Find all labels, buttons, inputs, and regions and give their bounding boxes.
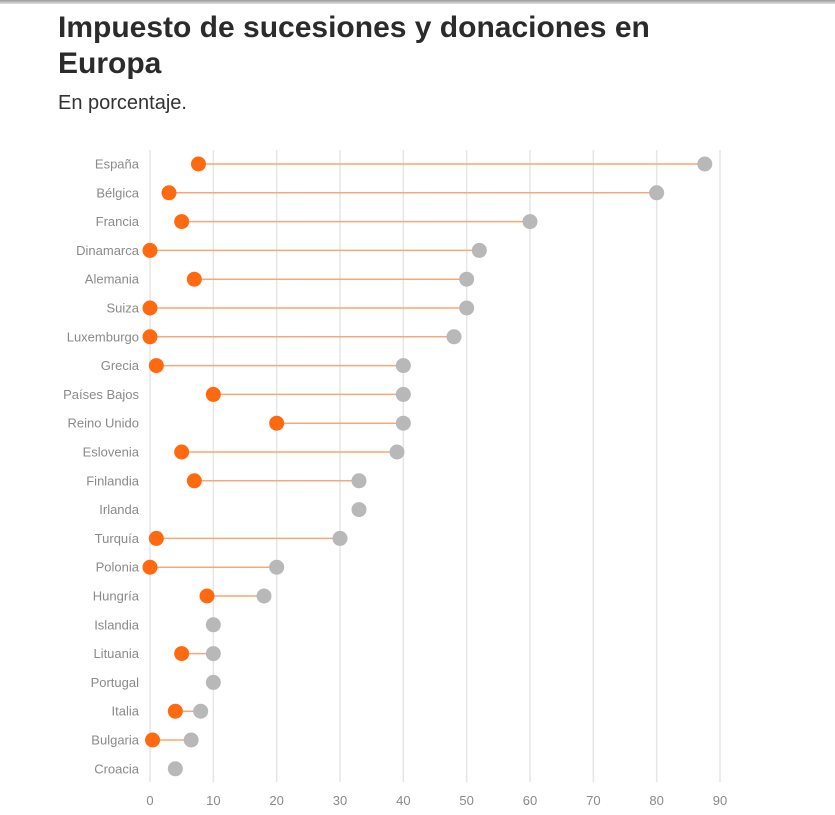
max-value-dot (167, 761, 183, 777)
max-value-dot (522, 214, 538, 230)
min-value-dot (142, 329, 158, 345)
category-label: Islandia (94, 617, 140, 632)
category-label: Dinamarca (76, 243, 140, 258)
data-dots (142, 156, 713, 777)
max-value-dot (471, 242, 487, 258)
max-value-dot (205, 646, 221, 662)
min-value-dot (161, 185, 177, 201)
x-tick-label: 50 (459, 793, 473, 808)
category-label: Hungría (93, 589, 140, 604)
min-value-dot (199, 588, 215, 604)
x-tick-labels: 0 10 20 30 40 50 60 70 80 90 (146, 793, 727, 808)
min-value-dot (269, 415, 285, 431)
category-label: Alemania (85, 272, 140, 287)
category-label: Finlandia (86, 473, 140, 488)
max-value-dot (395, 415, 411, 431)
category-label: Bulgaria (91, 733, 139, 748)
x-tick-label: 0 (146, 793, 153, 808)
category-label: Países Bajos (63, 387, 139, 402)
x-tick-label: 40 (396, 793, 410, 808)
max-value-dot (269, 559, 285, 575)
category-label: Polonia (96, 560, 140, 575)
category-label: Italia (112, 704, 140, 719)
min-value-dot (142, 559, 158, 575)
grid-lines (149, 150, 721, 782)
max-value-dot (332, 530, 348, 546)
category-labels: España Bélgica Francia Dinamarca Alemania Sui… (63, 157, 140, 777)
category-label: Irlanda (99, 502, 140, 517)
max-value-dot (256, 588, 272, 604)
x-tick-label: 90 (713, 793, 727, 808)
min-value-dot (174, 444, 190, 460)
min-value-dot (167, 703, 183, 719)
min-value-dot (142, 300, 158, 316)
min-value-dot (148, 530, 164, 546)
max-value-dot (697, 156, 713, 172)
category-label: Eslovenia (83, 445, 140, 460)
chart-title: Impuesto de sucesiones y donaciones en E… (58, 11, 650, 80)
category-label: Suiza (106, 301, 139, 316)
min-value-dot (148, 358, 164, 374)
x-tick-label: 60 (523, 793, 537, 808)
x-tick-label: 20 (269, 793, 283, 808)
max-value-dot (459, 300, 475, 316)
connector-lines (150, 163, 705, 741)
min-value-dot (174, 214, 190, 230)
max-value-dot (459, 271, 475, 287)
category-label: Turquía (95, 531, 140, 546)
min-value-dot (174, 646, 190, 662)
max-value-dot (446, 329, 462, 345)
x-tick-label: 10 (206, 793, 220, 808)
max-value-dot (205, 674, 221, 690)
category-label: Grecia (101, 358, 140, 373)
min-value-dot (186, 473, 202, 489)
min-value-dot (145, 732, 161, 748)
category-label: Lituania (93, 646, 139, 661)
max-value-dot (193, 703, 209, 719)
category-label: Bélgica (96, 185, 139, 200)
category-label: Francia (96, 214, 140, 229)
category-label: Luxemburgo (67, 329, 139, 344)
min-value-dot (186, 271, 202, 287)
max-value-dot (395, 358, 411, 374)
max-value-dot (389, 444, 405, 460)
x-tick-label: 30 (333, 793, 347, 808)
x-tick-label: 70 (586, 793, 600, 808)
max-value-dot (351, 502, 367, 518)
min-value-dot (142, 242, 158, 258)
chart-subtitle: En porcentaje. (58, 92, 187, 114)
max-value-dot (351, 473, 367, 489)
max-value-dot (205, 617, 221, 633)
category-label: Croacia (94, 761, 140, 776)
top-border (0, 0, 835, 4)
max-value-dot (395, 386, 411, 402)
x-tick-label: 80 (649, 793, 663, 808)
min-value-dot (190, 156, 206, 172)
category-label: Reino Unido (67, 416, 139, 431)
max-value-dot (183, 732, 199, 748)
category-label: España (95, 157, 140, 172)
min-value-dot (205, 386, 221, 402)
category-label: Portugal (91, 675, 140, 690)
max-value-dot (649, 185, 665, 201)
